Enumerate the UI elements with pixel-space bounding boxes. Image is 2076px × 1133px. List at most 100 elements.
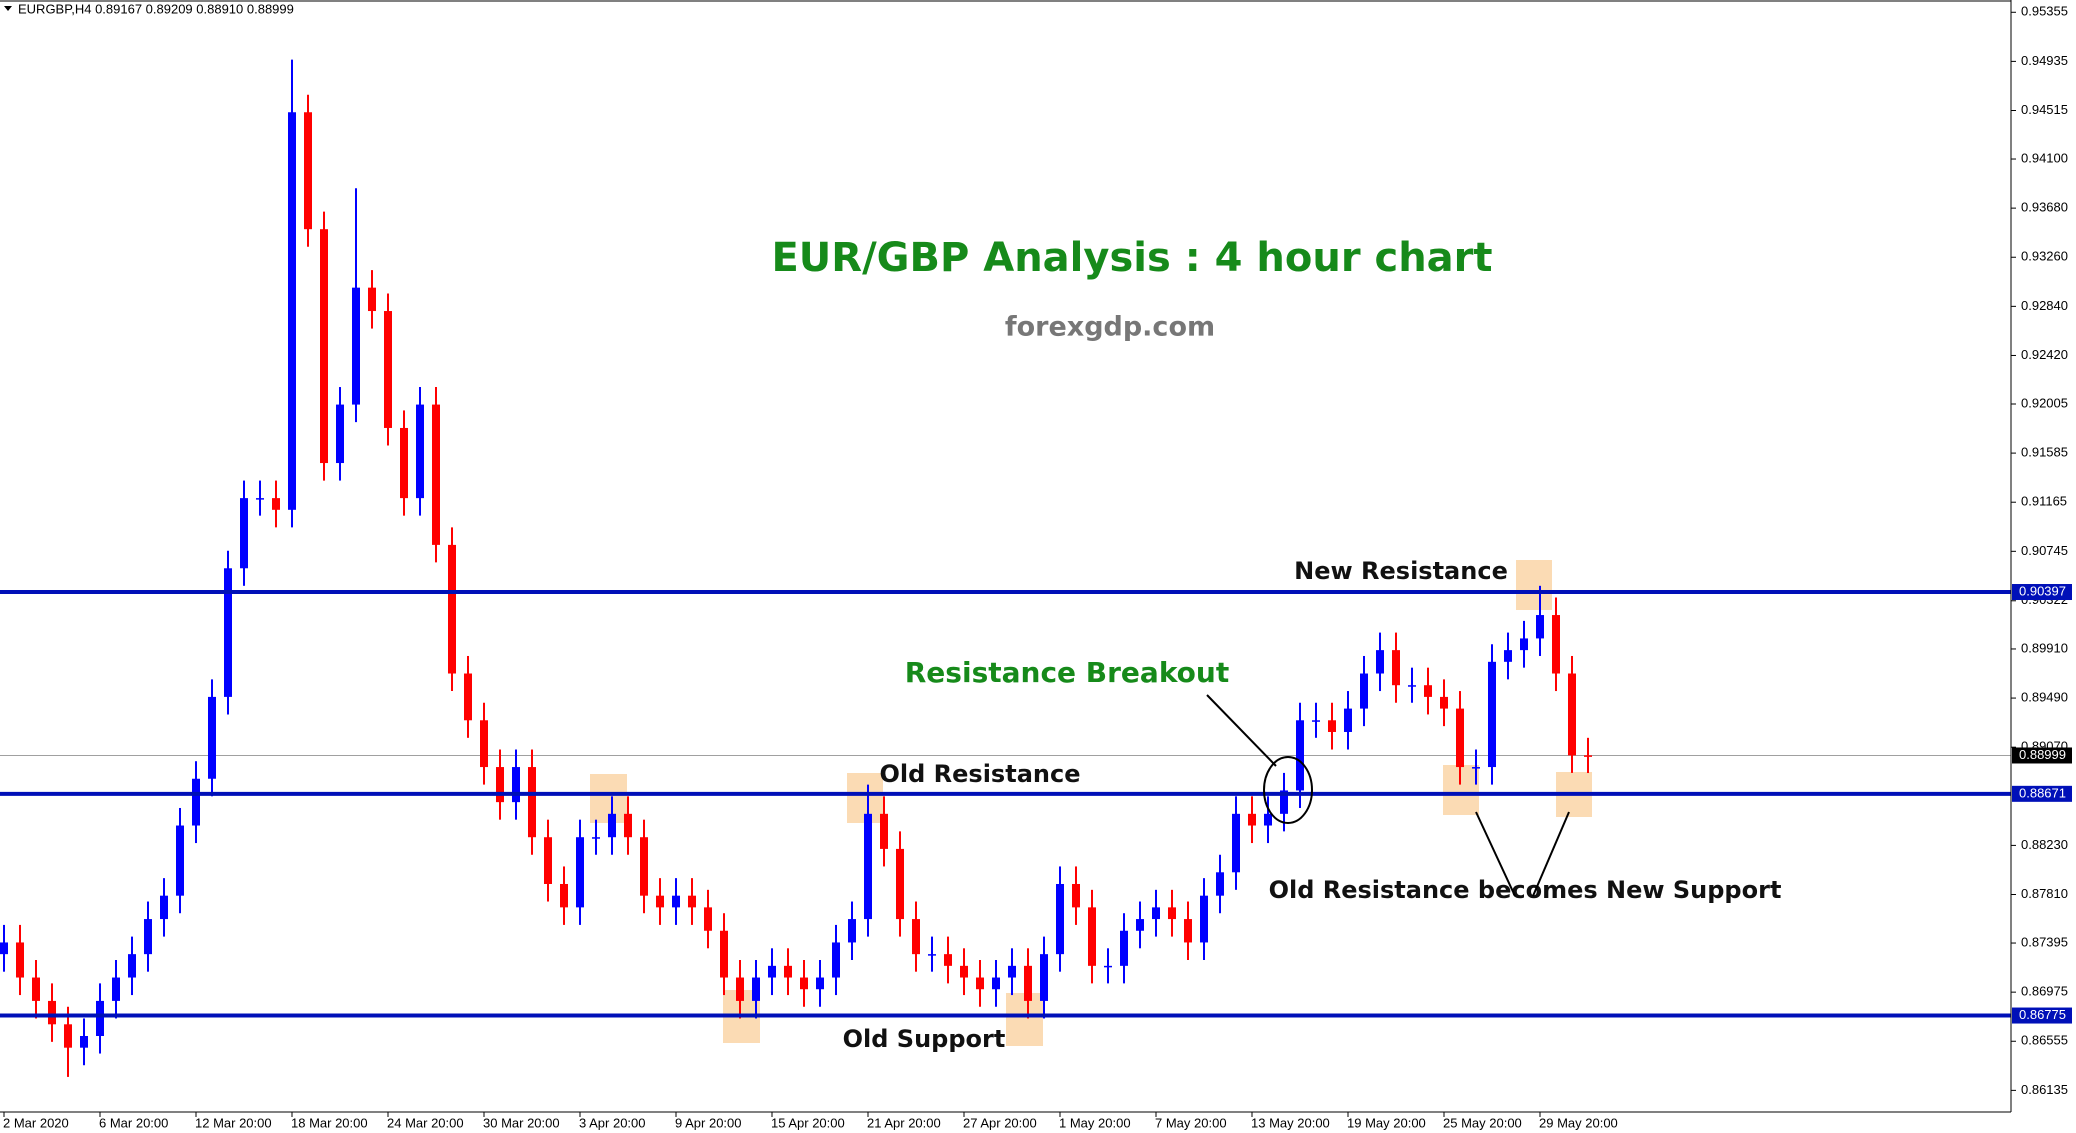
candle-body (400, 427, 408, 499)
candle-body (1472, 767, 1480, 769)
x-tick-label: 19 May 20:00 (1347, 1115, 1426, 1130)
candle-body (560, 883, 568, 908)
pointer-line (1532, 811, 1570, 897)
candle-body (240, 498, 248, 569)
candle-body (1072, 883, 1080, 908)
annotation: Old Resistance becomes New Support (1269, 876, 1782, 904)
candle-body (432, 404, 440, 545)
candle-body (176, 825, 184, 896)
candle-body (256, 498, 264, 500)
candle-body (1136, 919, 1144, 931)
candle-body (512, 767, 520, 803)
candle-body (912, 919, 920, 955)
y-tick-label: 0.86975 (2021, 984, 2068, 999)
x-tick-label: 2 Mar 2020 (3, 1115, 69, 1130)
x-tick-label: 9 Apr 20:00 (675, 1115, 742, 1130)
x-tick-label: 1 May 20:00 (1059, 1115, 1131, 1130)
candle-body (592, 837, 600, 839)
level-label: 0.88671 (2019, 785, 2066, 800)
candle-body (608, 813, 616, 838)
level-label-box (2012, 785, 2072, 802)
y-tick-label: 0.86135 (2021, 1082, 2068, 1097)
x-tick-label: 15 Apr 20:00 (771, 1115, 845, 1130)
candle-body (624, 813, 632, 838)
candle-body (1392, 650, 1400, 686)
candle-body (80, 1035, 88, 1048)
annotation: Old Resistance (880, 760, 1081, 788)
candle-body (1312, 720, 1320, 722)
y-tick-label: 0.92420 (2021, 347, 2068, 362)
candle-body (1584, 755, 1592, 757)
candle-body (1440, 696, 1448, 709)
candle-body (656, 895, 664, 908)
candle-body (1488, 661, 1496, 768)
annotation: Old Support (843, 1025, 1006, 1053)
y-tick-label: 0.94935 (2021, 53, 2068, 68)
x-tick-label: 18 Mar 20:00 (291, 1115, 368, 1130)
y-tick-label: 0.93260 (2021, 249, 2068, 264)
candle-body (704, 907, 712, 931)
candle-body (368, 287, 376, 312)
candle-body (320, 229, 328, 464)
x-tick-label: 30 Mar 20:00 (483, 1115, 560, 1130)
y-tick-label: 0.87395 (2021, 934, 2068, 949)
annotation: New Resistance (1294, 557, 1508, 585)
candle-body (496, 767, 504, 803)
candle-body (1424, 685, 1432, 697)
y-tick-label: 0.92005 (2021, 395, 2068, 410)
candle-body (1376, 650, 1384, 674)
candle-body (544, 837, 552, 884)
candle-body (1264, 813, 1272, 826)
candle-body (1552, 615, 1560, 674)
highlight-box (1516, 560, 1552, 610)
y-tick-label: 0.92840 (2021, 298, 2068, 313)
candle-body (304, 112, 312, 230)
header: EURGBP,H4 0.89167 0.89209 0.88910 0.8899… (18, 1, 294, 16)
candle-body (1200, 895, 1208, 943)
breakout-circle (1263, 756, 1313, 824)
candle-body (896, 848, 904, 920)
y-tick-label: 0.91165 (2021, 494, 2067, 509)
candle-body (464, 673, 472, 721)
candle-body (96, 1000, 104, 1036)
candle-body (976, 977, 984, 990)
candle-body (816, 977, 824, 990)
candle-body (720, 930, 728, 978)
candle-body (0, 942, 8, 955)
y-tick-label: 0.94100 (2021, 150, 2068, 165)
highlight-box (1006, 993, 1043, 1046)
level-label: 0.90397 (2019, 583, 2066, 598)
candle-body (1088, 907, 1096, 966)
candle-body (288, 112, 296, 510)
candle-body (1328, 720, 1336, 732)
candle-body (1568, 673, 1576, 756)
y-tick-label: 0.91585 (2021, 445, 2068, 460)
candle-body (1520, 638, 1528, 651)
candle-body (528, 767, 536, 838)
candle-body (1024, 965, 1032, 1001)
arrows (1206, 694, 1570, 897)
y-tick-label: 0.93680 (2021, 200, 2068, 215)
candle-body (1280, 790, 1288, 814)
level-label-box (2012, 1007, 2072, 1024)
candle-body (48, 1000, 56, 1025)
x-tick-label: 6 Mar 20:00 (99, 1115, 168, 1130)
candle-body (1184, 919, 1192, 943)
candle-body (272, 498, 280, 510)
candle-body (576, 837, 584, 908)
candle-body (1168, 907, 1176, 920)
candle-body (1008, 965, 1016, 978)
candle-body (416, 404, 424, 499)
candle-body (768, 965, 776, 978)
y-tick-label: 0.89910 (2021, 640, 2068, 655)
candle-body (1040, 954, 1048, 1001)
candle-body (944, 954, 952, 966)
x-tick-label: 21 Apr 20:00 (867, 1115, 941, 1130)
candle-body (448, 544, 456, 674)
current-price-label: 0.88999 (2019, 747, 2066, 762)
candle-body (1456, 708, 1464, 768)
level-label-box (2012, 584, 2072, 601)
annotation: Resistance Breakout (905, 656, 1230, 689)
x-tick-label: 7 May 20:00 (1155, 1115, 1227, 1130)
